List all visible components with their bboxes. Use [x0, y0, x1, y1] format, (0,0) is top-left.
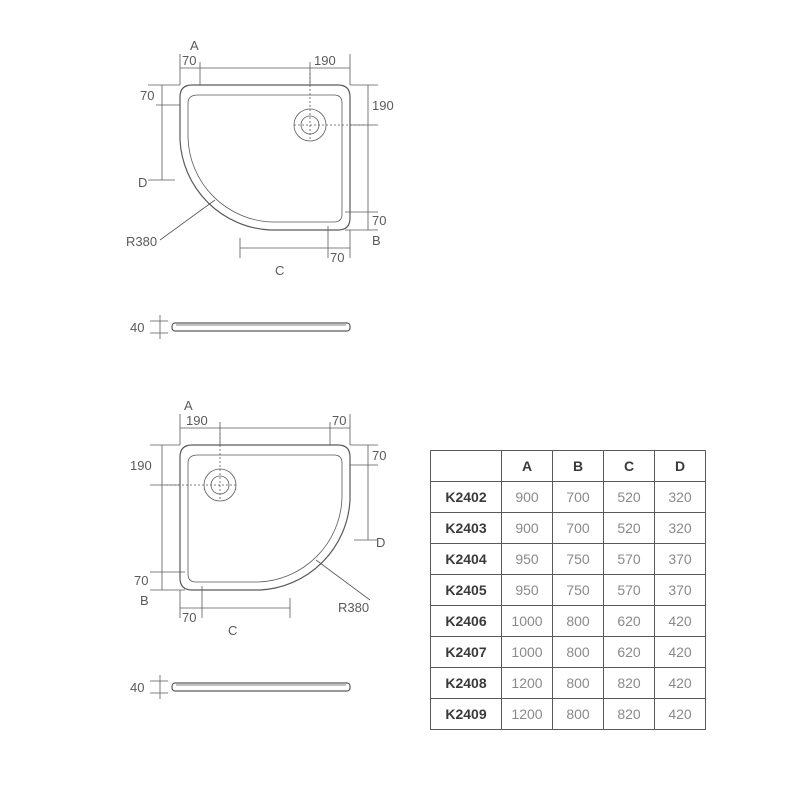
- value-cell: 700: [553, 513, 604, 544]
- value-cell: 750: [553, 544, 604, 575]
- tray-outline: [180, 85, 350, 230]
- value-cell: 370: [655, 575, 706, 606]
- tray-outline-2: [180, 445, 350, 590]
- value-cell: 1000: [502, 637, 553, 668]
- value-cell: 800: [553, 606, 604, 637]
- dim-left-top: 70: [140, 88, 154, 103]
- value-cell: 800: [553, 637, 604, 668]
- value-cell: 320: [655, 513, 706, 544]
- value-cell: 1200: [502, 668, 553, 699]
- dim-left-top-2: 190: [130, 458, 152, 473]
- value-cell: 1000: [502, 606, 553, 637]
- value-cell: 420: [655, 699, 706, 730]
- dim-left-bottom-2: 70: [134, 573, 148, 588]
- table-row: K24061000800620420: [431, 606, 706, 637]
- dim-top-right: 190: [314, 53, 336, 68]
- dim-top-right-2: 70: [332, 413, 346, 428]
- model-cell: K2402: [431, 482, 502, 513]
- value-cell: 800: [553, 668, 604, 699]
- table-row: K2403900700520320: [431, 513, 706, 544]
- value-cell: 700: [553, 482, 604, 513]
- dim-top-left-2: 190: [186, 413, 208, 428]
- thickness-label-1: 40: [130, 320, 144, 335]
- model-cell: K2408: [431, 668, 502, 699]
- col-D: D: [655, 451, 706, 482]
- dim-bottom-right-v: 70: [330, 250, 344, 265]
- value-cell: 750: [553, 575, 604, 606]
- table-row: K24081200800820420: [431, 668, 706, 699]
- model-cell: K2409: [431, 699, 502, 730]
- header-blank: [431, 451, 502, 482]
- value-cell: 1200: [502, 699, 553, 730]
- col-B: B: [553, 451, 604, 482]
- model-cell: K2405: [431, 575, 502, 606]
- model-cell: K2407: [431, 637, 502, 668]
- value-cell: 570: [604, 575, 655, 606]
- table-header: A B C D: [431, 451, 706, 482]
- dimension-table: A B C D K2402900700520320K24039007005203…: [430, 450, 706, 730]
- value-cell: 620: [604, 606, 655, 637]
- plan-view-right-hand: A 70 190 D 70 190 70 B: [120, 40, 400, 290]
- value-cell: 900: [502, 513, 553, 544]
- dim-right-top: 190: [372, 98, 394, 113]
- value-cell: 420: [655, 637, 706, 668]
- dim-bottom-left-2: 70: [182, 610, 196, 625]
- label-C-2: C: [228, 623, 237, 638]
- label-B: B: [372, 233, 381, 248]
- table-body: K2402900700520320K2403900700520320K24049…: [431, 482, 706, 730]
- value-cell: 950: [502, 544, 553, 575]
- side-view-2: 40: [120, 675, 400, 705]
- thickness-label-2: 40: [130, 680, 144, 695]
- radius-label: R380: [126, 234, 157, 249]
- model-cell: K2403: [431, 513, 502, 544]
- value-cell: 820: [604, 699, 655, 730]
- value-cell: 900: [502, 482, 553, 513]
- value-cell: 950: [502, 575, 553, 606]
- value-cell: 800: [553, 699, 604, 730]
- col-A: A: [502, 451, 553, 482]
- model-cell: K2404: [431, 544, 502, 575]
- table-row: K2405950750570370: [431, 575, 706, 606]
- table-row: K2404950750570370: [431, 544, 706, 575]
- plan-view-left-hand: A 190 70 190 70 B 70 D: [120, 400, 400, 650]
- value-cell: 320: [655, 482, 706, 513]
- value-cell: 420: [655, 606, 706, 637]
- value-cell: 570: [604, 544, 655, 575]
- col-C: C: [604, 451, 655, 482]
- value-cell: 820: [604, 668, 655, 699]
- value-cell: 520: [604, 513, 655, 544]
- label-A: A: [190, 40, 199, 53]
- dim-top-left: 70: [182, 53, 196, 68]
- table-row: K2402900700520320: [431, 482, 706, 513]
- value-cell: 620: [604, 637, 655, 668]
- label-B-2: B: [140, 593, 149, 608]
- technical-drawing-canvas: A 70 190 D 70 190 70 B: [0, 0, 800, 800]
- model-cell: K2406: [431, 606, 502, 637]
- dim-right-bottom: 70: [372, 213, 386, 228]
- value-cell: 370: [655, 544, 706, 575]
- label-C: C: [275, 263, 284, 278]
- label-A-2: A: [184, 400, 193, 413]
- side-view-1: 40: [120, 315, 400, 345]
- label-D-2: D: [376, 535, 385, 550]
- table-row: K24091200800820420: [431, 699, 706, 730]
- radius-label-2: R380: [338, 600, 369, 615]
- dim-right-top-2: 70: [372, 448, 386, 463]
- label-D: D: [138, 175, 147, 190]
- value-cell: 420: [655, 668, 706, 699]
- value-cell: 520: [604, 482, 655, 513]
- table-row: K24071000800620420: [431, 637, 706, 668]
